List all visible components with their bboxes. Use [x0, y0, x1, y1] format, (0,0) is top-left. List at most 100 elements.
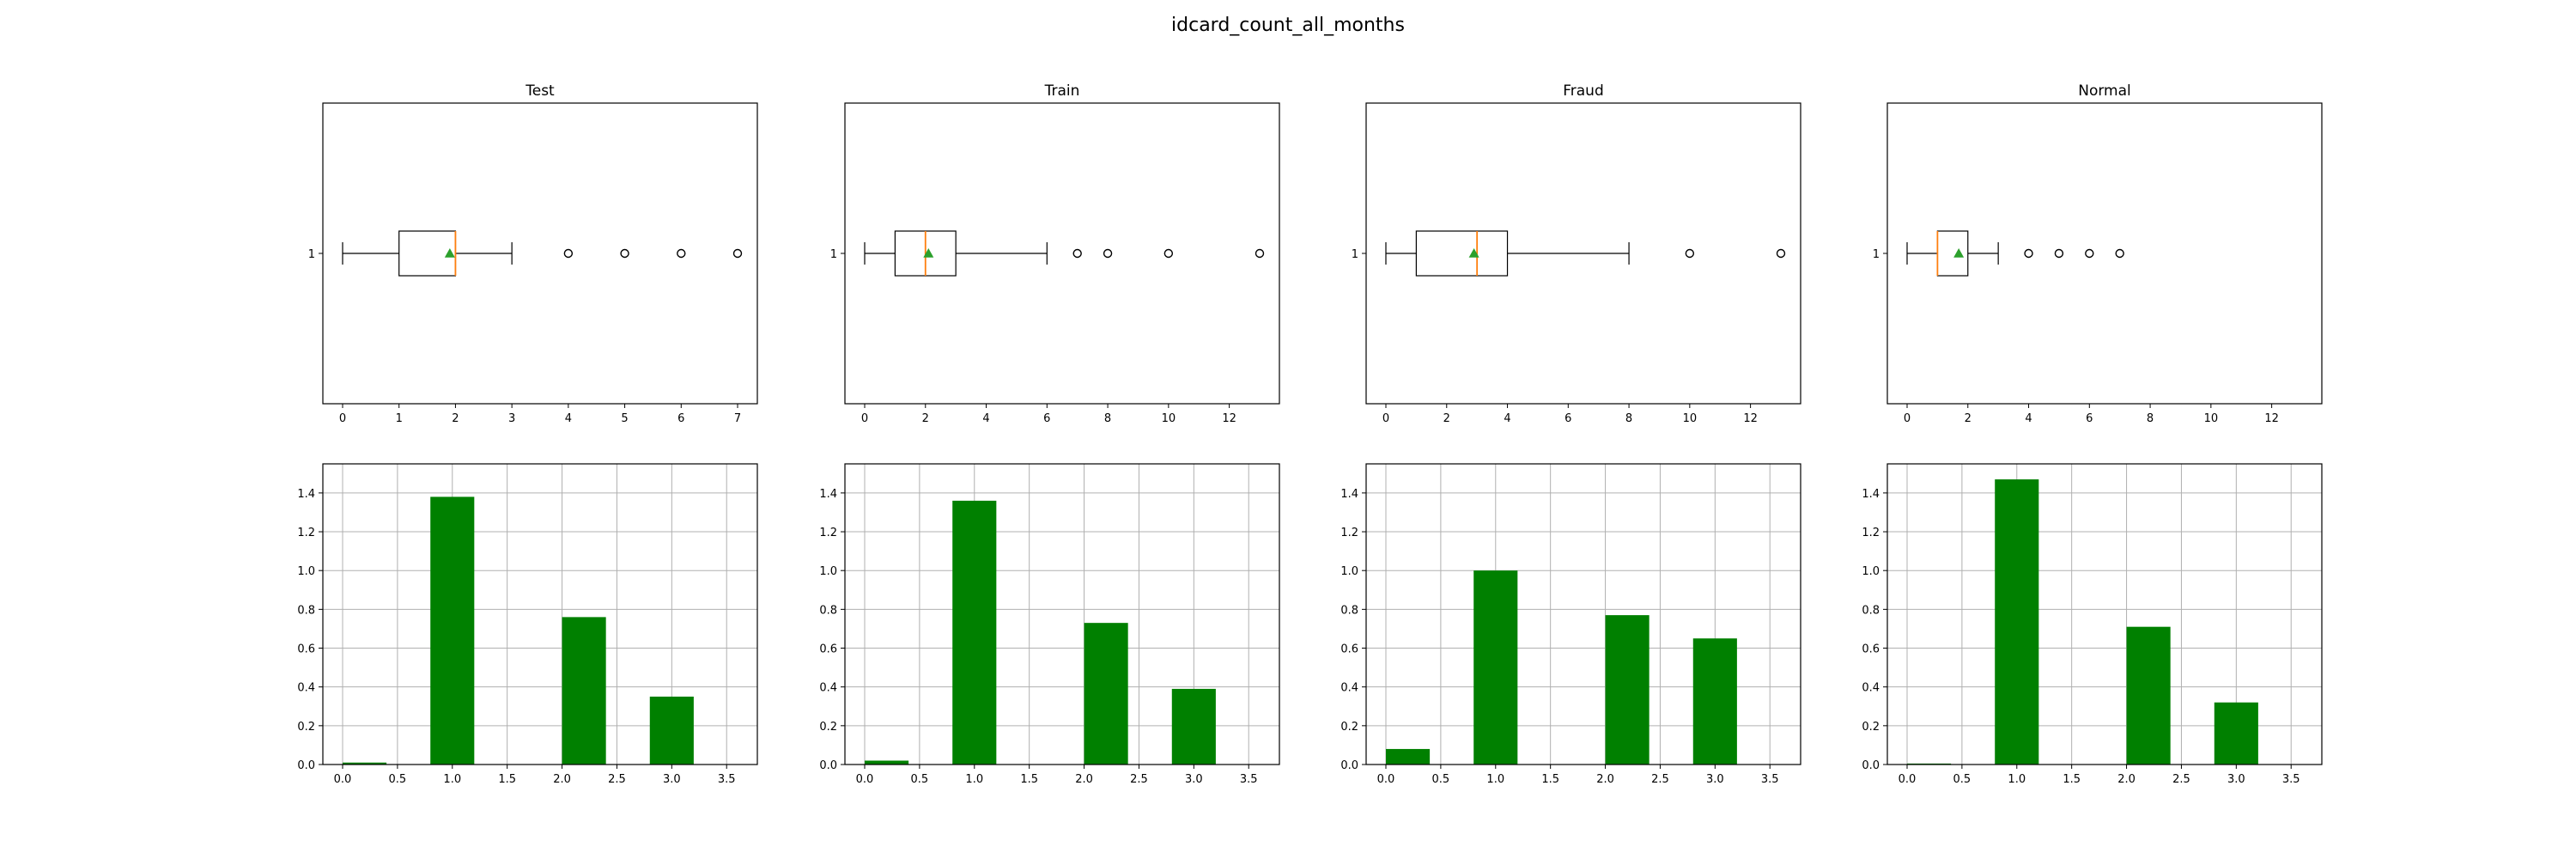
histogram-bar	[562, 617, 606, 765]
x-tick-label: 3.0	[663, 773, 681, 786]
x-tick-label: 7	[734, 412, 741, 425]
histogram-bar	[2214, 702, 2258, 765]
outlier-point	[1072, 248, 1082, 259]
boxplot-title: Train	[1044, 82, 1080, 100]
x-tick-label: 4	[2025, 412, 2032, 425]
histogram-bar	[865, 760, 909, 765]
panel-normal: Normal 0 2 4 6 8 10 12 1 0.0 0.5 1.0 1.5 2.0 2.5 3.0 3.5…	[1862, 82, 2323, 786]
y-tick-label: 1	[1352, 248, 1358, 261]
x-tick-label: 6	[1043, 412, 1050, 425]
y-tick-label: 1	[830, 248, 837, 261]
outlier-point	[2115, 248, 2124, 259]
boxplot-axes: Train 0 2 4 6 8 10 12 1	[830, 82, 1280, 425]
x-tick-label: 2.5	[1130, 773, 1148, 786]
x-tick-label: 2.5	[1651, 773, 1669, 786]
x-tick-label: 1.5	[1541, 773, 1559, 786]
y-tick-label: 0.2	[297, 721, 315, 734]
mean-marker	[923, 248, 934, 258]
y-tick-label: 1.0	[297, 565, 315, 578]
x-tick-label: 2.5	[608, 773, 626, 786]
x-tick-label: 0.0	[1377, 773, 1395, 786]
y-tick-label: 0.0	[297, 759, 315, 772]
x-tick-label: 3.5	[2282, 773, 2300, 786]
y-tick-label: 0.8	[297, 604, 315, 617]
histogram-bar	[1995, 479, 2039, 765]
y-tick-label: 0.6	[819, 643, 837, 656]
x-tick-label: 0.5	[1432, 773, 1450, 786]
x-tick-label: 3.5	[1240, 773, 1258, 786]
x-tick-label: 0	[1904, 412, 1911, 425]
outlier-point	[732, 248, 743, 259]
y-tick-label: 0.6	[1340, 643, 1358, 656]
outlier-point	[1685, 248, 1695, 259]
x-tick-label: 0	[861, 412, 868, 425]
x-tick-label: 12	[2264, 412, 2279, 425]
x-tick-label: 2	[452, 412, 459, 425]
boxplot-frame	[844, 102, 1280, 405]
x-tick-label: 2.0	[1075, 773, 1093, 786]
iqr-box	[1415, 230, 1509, 277]
y-tick-label: 0.2	[1340, 721, 1358, 734]
y-tick-label: 1.2	[819, 527, 837, 539]
y-tick-label: 0.8	[1340, 604, 1358, 617]
y-tick-label: 1.2	[297, 527, 315, 539]
histogram-bar	[1084, 623, 1128, 765]
histogram-bar	[649, 696, 694, 765]
iqr-box	[1936, 230, 1969, 277]
outlier-point	[1103, 248, 1113, 259]
histogram-frame	[844, 463, 1280, 765]
outlier-point	[1255, 248, 1265, 259]
x-tick-label: 2.0	[2117, 773, 2136, 786]
x-tick-label: 2	[922, 412, 929, 425]
histogram-axes: 0.0 0.5 1.0 1.5 2.0 2.5 3.0 3.5 0.0 0.2 0.4 0.6 0.8 1…	[297, 463, 758, 786]
x-tick-label: 2.0	[553, 773, 571, 786]
boxplot-axes: Normal 0 2 4 6 8 10 12 1	[1873, 82, 2323, 425]
x-tick-label: 0.5	[911, 773, 929, 786]
x-tick-label: 2.0	[1596, 773, 1614, 786]
x-tick-label: 3	[508, 412, 515, 425]
mean-marker	[444, 248, 455, 258]
x-tick-label: 1.5	[2063, 773, 2081, 786]
y-tick-label: 0.0	[1340, 759, 1358, 772]
y-tick-label: 0.6	[297, 643, 315, 656]
y-tick-label: 1.4	[297, 488, 315, 501]
x-tick-label: 1.0	[443, 773, 461, 786]
y-tick-label: 0.0	[819, 759, 837, 772]
x-tick-label: 10	[2204, 412, 2219, 425]
x-tick-label: 3.5	[1761, 773, 1779, 786]
x-tick-label: 1.0	[965, 773, 983, 786]
outlier-point	[2024, 248, 2033, 259]
histogram-bar	[952, 500, 997, 765]
histogram-axes: 0.0 0.5 1.0 1.5 2.0 2.5 3.0 3.5 0.0 0.2 0.4 0.6 0.8 1…	[1340, 463, 1801, 786]
histogram-bar	[1386, 748, 1431, 765]
boxplot-title: Test	[525, 82, 555, 100]
x-tick-label: 2	[1965, 412, 1971, 425]
outlier-point	[1776, 248, 1786, 259]
x-tick-label: 0.0	[1899, 773, 1917, 786]
outlier-point	[2085, 248, 2094, 259]
x-tick-label: 1.0	[1486, 773, 1504, 786]
x-tick-label: 5	[621, 412, 628, 425]
figure-title: idcard_count_all_months	[1171, 15, 1405, 36]
y-tick-label: 0.4	[819, 682, 837, 695]
y-tick-label: 1.4	[819, 488, 837, 501]
y-tick-label: 1.0	[819, 565, 837, 578]
x-tick-label: 6	[1564, 412, 1571, 425]
y-tick-label: 1.2	[1862, 527, 1880, 539]
histogram-axes: 0.0 0.5 1.0 1.5 2.0 2.5 3.0 3.5 0.0 0.2 0.4 0.6 0.8 1…	[1862, 463, 2323, 786]
x-tick-label: 1.5	[1020, 773, 1038, 786]
histogram-bar	[2126, 626, 2171, 765]
boxplot-frame	[1365, 102, 1801, 405]
histogram-frame	[322, 463, 758, 765]
x-tick-label: 2	[1443, 412, 1450, 425]
outlier-point	[677, 248, 686, 259]
y-tick-label: 0.2	[819, 721, 837, 734]
histogram-frame	[1365, 463, 1801, 765]
histogram-bar	[343, 762, 387, 765]
x-tick-label: 4	[1504, 412, 1510, 425]
x-tick-label: 3.0	[1706, 773, 1724, 786]
outlier-point	[563, 248, 574, 259]
